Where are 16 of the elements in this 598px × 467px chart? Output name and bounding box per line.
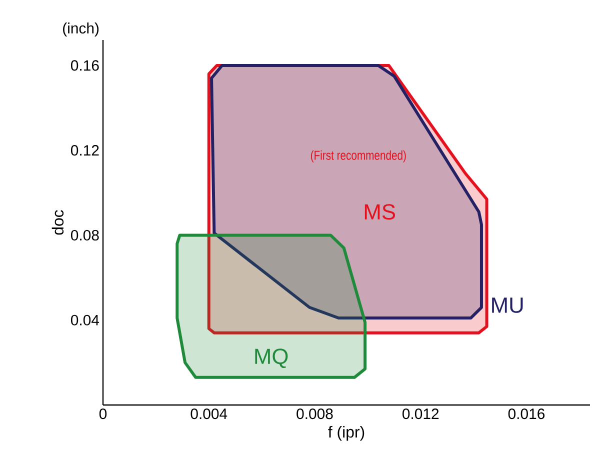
x-tick-label: 0.016 [508, 408, 545, 420]
text: (inch) [63, 22, 99, 36]
x-tick-label: 0.004 [190, 408, 228, 420]
annotation: (First recommended) [310, 150, 406, 162]
x-tick-label: 0 [99, 408, 107, 420]
series-label: MS [364, 204, 396, 220]
y-tick-label: 0.04 [70, 314, 100, 326]
x-tick-label: 0.012 [402, 408, 439, 420]
y-tick-label: 0.08 [70, 230, 99, 241]
y-tick-label: 0.12 [70, 145, 99, 156]
series-label: MQ [255, 348, 288, 368]
x-axis-title: f (ipr) [328, 426, 364, 441]
x-tick-label: 0.008 [296, 408, 333, 420]
y-axis-title: doc [52, 210, 64, 235]
y-tick-label: 0.16 [70, 60, 99, 71]
series-label: MU [492, 298, 523, 313]
